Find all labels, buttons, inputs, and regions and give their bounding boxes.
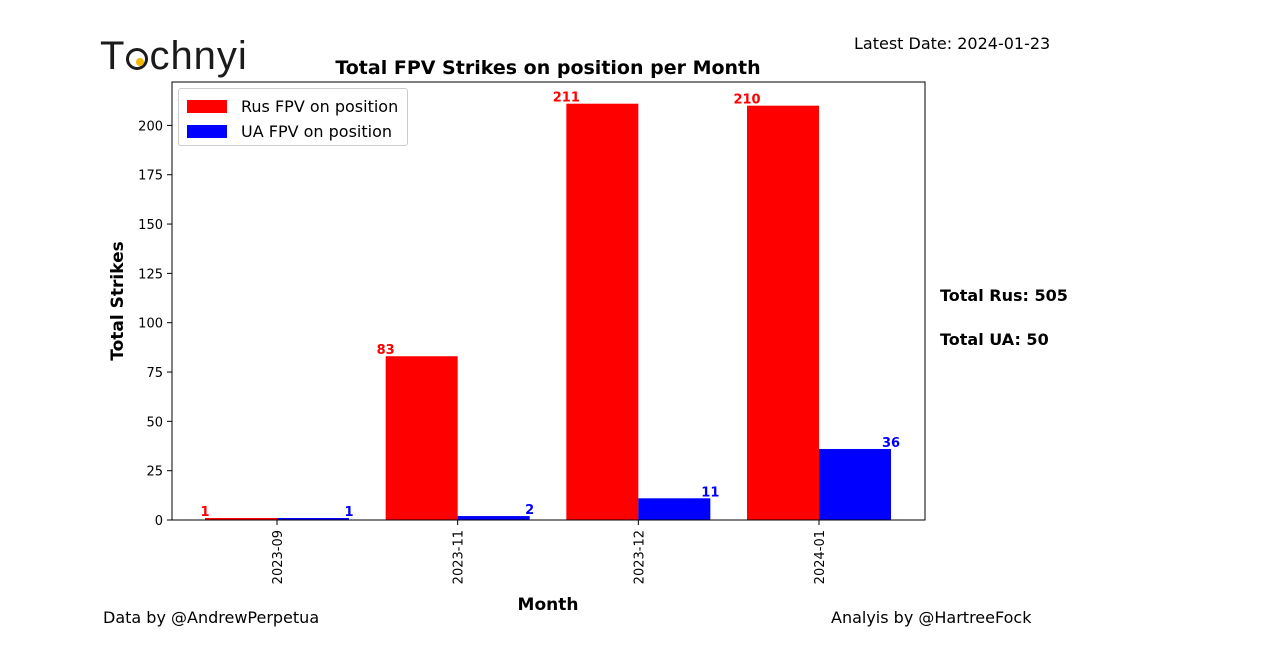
y-axis-label: Total Strikes bbox=[108, 241, 128, 360]
bar-ua-2023-12 bbox=[638, 498, 711, 520]
x-tick-label: 2024-01 bbox=[813, 530, 828, 584]
y-tick-label: 100 bbox=[138, 317, 163, 332]
y-tick-label: 50 bbox=[146, 415, 163, 430]
value-label-rus-2023-09: 1 bbox=[200, 505, 209, 520]
legend-label-ua: UA FPV on position bbox=[241, 121, 393, 141]
bar-rus-2023-09 bbox=[205, 518, 277, 520]
y-tick-label: 75 bbox=[146, 366, 163, 381]
analysis-credit: Analyis by @HartreeFock bbox=[831, 608, 1032, 627]
bar-rus-2024-01 bbox=[747, 105, 820, 521]
x-axis: 2023-09 2023-11 2023-12 2024-01 bbox=[271, 520, 828, 584]
value-label-rus-2024-01: 210 bbox=[733, 93, 760, 108]
plot-frame bbox=[171, 81, 926, 521]
chart-title: Total FPV Strikes on position per Month bbox=[335, 57, 760, 79]
latest-date: Latest Date: 2024-01-23 bbox=[854, 34, 1051, 53]
value-label-ua-2023-11: 2 bbox=[525, 503, 534, 518]
legend-item-ua: UA FPV on position bbox=[187, 121, 392, 141]
value-label-rus-2023-12: 211 bbox=[553, 91, 580, 106]
bar-rus-2023-12 bbox=[566, 103, 639, 521]
value-label-rus-2023-11: 83 bbox=[377, 343, 395, 358]
y-tick-label: 175 bbox=[138, 169, 163, 184]
legend-label-rus: Rus FPV on position bbox=[241, 96, 399, 116]
total-rus: Total Rus: 505 bbox=[940, 286, 1068, 305]
x-tick-label: 2023-11 bbox=[452, 530, 467, 584]
bar-rus-2023-11 bbox=[385, 356, 458, 520]
x-axis-label: Month bbox=[518, 595, 579, 615]
logo-o-icon bbox=[126, 48, 149, 70]
value-label-ua-2023-12: 11 bbox=[701, 485, 719, 500]
y-axis: 0 25 50 75 100 125 150 175 200 bbox=[138, 119, 172, 529]
bar-ua-2024-01 bbox=[819, 448, 892, 520]
legend-swatch-rus bbox=[187, 99, 227, 113]
data-credit: Data by @AndrewPerpetua bbox=[103, 608, 320, 627]
chart-legend: Rus FPV on position UA FPV on position bbox=[178, 88, 408, 146]
bar-ua-2023-11 bbox=[457, 516, 530, 520]
x-tick-label: 2023-09 bbox=[271, 530, 286, 584]
y-tick-label: 125 bbox=[138, 267, 163, 282]
y-tick-label: 200 bbox=[138, 119, 163, 134]
bars-group bbox=[205, 103, 892, 521]
value-label-ua-2024-01: 36 bbox=[882, 436, 900, 451]
logo-text-end: chnyi bbox=[149, 34, 248, 78]
logo-text-start: T bbox=[100, 34, 126, 78]
y-tick-label: 150 bbox=[138, 218, 163, 233]
x-tick-label: 2023-12 bbox=[632, 530, 647, 584]
legend-item-rus: Rus FPV on position bbox=[187, 96, 398, 116]
value-label-ua-2023-09: 1 bbox=[344, 505, 353, 520]
legend-swatch-ua bbox=[187, 124, 227, 138]
bar-ua-2023-09 bbox=[277, 518, 349, 520]
total-ua: Total UA: 50 bbox=[940, 330, 1049, 349]
y-tick-label: 0 bbox=[155, 514, 163, 529]
y-tick-label: 25 bbox=[146, 465, 163, 480]
